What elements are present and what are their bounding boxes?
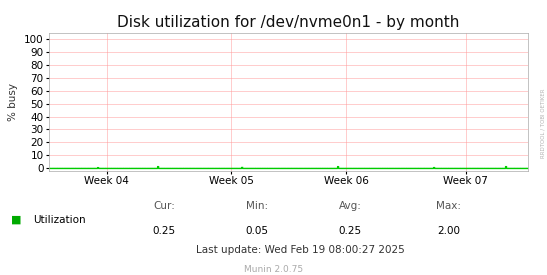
Text: ■: ■ <box>11 215 21 225</box>
Text: 0.25: 0.25 <box>339 226 362 236</box>
Text: 0.05: 0.05 <box>246 226 269 236</box>
Text: Utilization: Utilization <box>33 215 85 225</box>
Text: Cur:: Cur: <box>153 201 175 211</box>
Text: Min:: Min: <box>246 201 268 211</box>
Text: Last update: Wed Feb 19 08:00:27 2025: Last update: Wed Feb 19 08:00:27 2025 <box>196 245 405 255</box>
Title: Disk utilization for /dev/nvme0n1 - by month: Disk utilization for /dev/nvme0n1 - by m… <box>118 15 459 31</box>
Text: 2.00: 2.00 <box>437 226 460 236</box>
Text: Avg:: Avg: <box>339 201 362 211</box>
Text: RRDTOOL / TOBI OETIKER: RRDTOOL / TOBI OETIKER <box>541 89 546 158</box>
Text: Max:: Max: <box>436 201 461 211</box>
Text: 0.25: 0.25 <box>153 226 176 236</box>
Y-axis label: % busy: % busy <box>9 83 19 121</box>
Text: Munin 2.0.75: Munin 2.0.75 <box>244 265 303 274</box>
